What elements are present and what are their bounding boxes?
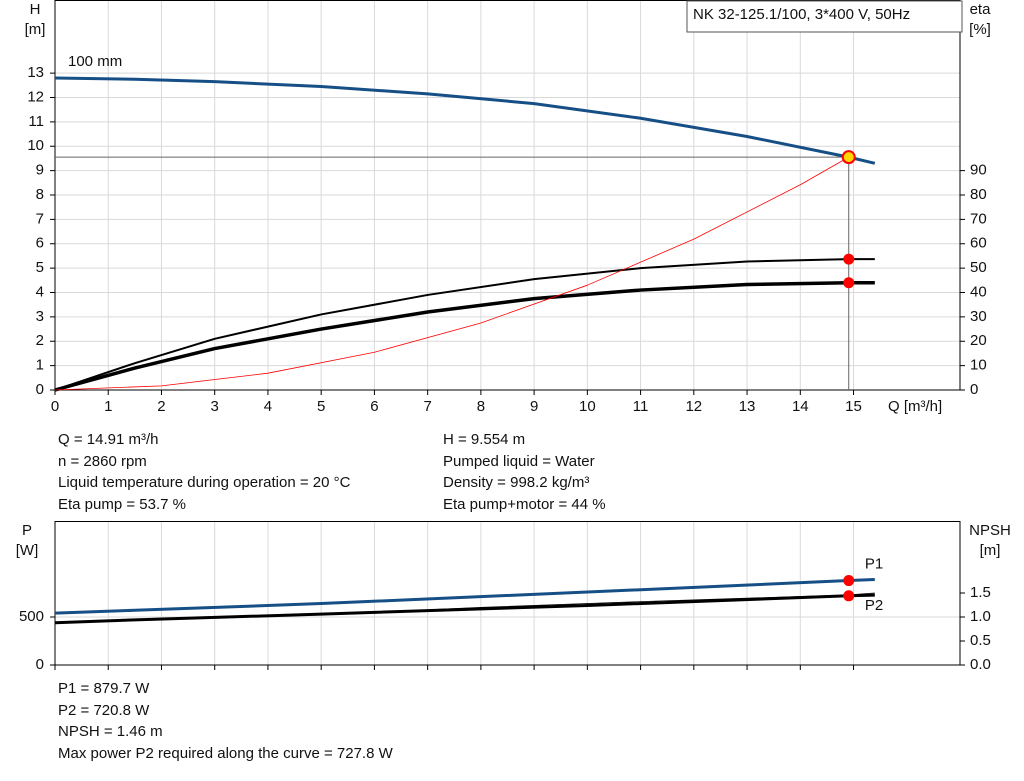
info-line: Pumped liquid = Water: [443, 452, 595, 470]
series-label: P1: [865, 556, 883, 573]
x-tick-label: 11: [633, 398, 649, 415]
y-tick-label: 10: [27, 137, 44, 154]
x-tick-label: 1: [104, 398, 112, 415]
info-line: NPSH = 1.46 m: [58, 723, 163, 740]
y-tick-label: 13: [27, 64, 44, 81]
info-line: Eta pump = 53.7 %: [58, 495, 186, 513]
y2-tick-label: 30: [970, 308, 987, 325]
y2-tick-label: 70: [970, 210, 987, 227]
info-line: Max power P2 required along the curve = …: [58, 744, 393, 762]
y-tick-label: 12: [27, 88, 44, 105]
y2-tick-label: 90: [970, 162, 987, 179]
plot-frame: [54, 0, 961, 391]
y-axis-unit: [m]: [25, 21, 46, 38]
y2-tick-label: 60: [970, 235, 987, 252]
x-tick-label: 4: [264, 398, 272, 415]
info-power: P1 = 879.7 W P2 = 720.8 W NPSH = 1.46 m Max…: [58, 678, 393, 764]
x-axis-label: Q [m³/h]: [888, 398, 942, 415]
x-tick-label: 10: [579, 398, 596, 415]
y-tick-label: 6: [36, 235, 44, 252]
info-line: P2 = 720.8 W: [58, 701, 150, 719]
x-tick-label: 0: [51, 398, 59, 415]
y-tick-label: 0: [36, 381, 44, 398]
legend-title: NK 32-125.1/100, 3*400 V, 50Hz: [693, 6, 910, 23]
y2-axis-label: eta: [970, 1, 992, 18]
info-line: Eta pump+motor = 44 %: [443, 495, 606, 513]
marker: [843, 253, 855, 265]
y2-tick-label: 20: [970, 332, 987, 349]
y2-tick-label: 0.0: [970, 656, 991, 673]
info-line: Liquid temperature during operation = 20…: [58, 474, 351, 491]
x-tick-label: 6: [370, 398, 378, 415]
y-tick-label: 8: [36, 186, 44, 203]
marker: [843, 575, 855, 587]
x-tick-label: 9: [530, 398, 538, 415]
series-label: P2: [865, 597, 883, 614]
marker: [843, 590, 855, 602]
x-tick-label: 13: [739, 398, 756, 415]
plot-frame: [54, 521, 961, 666]
series-line: [54, 281, 875, 392]
y2-axis-unit: [m]: [980, 542, 1001, 559]
y2-tick-label: 40: [970, 283, 987, 300]
y-tick-label: 2: [36, 332, 44, 349]
y-tick-label: 1: [36, 357, 44, 374]
y-tick-label: 500: [19, 608, 44, 625]
info-line: Density = 998.2 kg/m³: [443, 474, 590, 491]
y-axis-label: H: [30, 1, 41, 18]
y2-tick-label: 50: [970, 259, 987, 276]
x-tick-label: 15: [845, 398, 862, 415]
y2-axis-label: NPSH: [969, 522, 1011, 539]
y-tick-label: 0: [36, 656, 44, 673]
y-axis-unit: [W]: [16, 542, 39, 559]
info-line: n = 2860 rpm: [58, 452, 147, 470]
y2-axis-unit: [%]: [969, 21, 991, 38]
annotation: 100 mm: [68, 53, 122, 70]
x-tick-label: 3: [211, 398, 219, 415]
info-left: Q = 14.91 m³/h n = 2860 rpm Liquid tempera…: [58, 429, 350, 515]
y-tick-label: 7: [36, 210, 44, 227]
y-tick-label: 4: [36, 283, 44, 300]
marker: [843, 277, 855, 289]
y-tick-label: 3: [36, 308, 44, 325]
info-line: H = 9.554 m: [443, 431, 526, 448]
y2-tick-label: 10: [970, 357, 987, 374]
y-tick-label: 11: [28, 113, 44, 130]
y2-tick-label: 0: [970, 381, 978, 398]
y2-tick-label: 1.0: [970, 608, 991, 625]
info-line: P1 = 879.7 W: [58, 680, 150, 697]
legend-box: [686, 0, 963, 33]
y-tick-label: 9: [36, 162, 44, 179]
x-tick-label: 14: [792, 398, 809, 415]
y2-tick-label: 80: [970, 186, 987, 203]
series-line: [54, 258, 875, 391]
y-axis-label: P: [22, 522, 32, 539]
series-line: [54, 76, 876, 165]
x-tick-label: 8: [477, 398, 485, 415]
info-right: H = 9.554 m Pumped liquid = Water Density …: [443, 429, 606, 515]
series-line: [54, 156, 849, 391]
x-tick-label: 12: [685, 398, 702, 415]
x-tick-label: 5: [317, 398, 325, 415]
x-tick-label: 7: [423, 398, 431, 415]
y2-tick-label: 1.5: [970, 584, 991, 601]
y2-tick-label: 0.5: [970, 632, 991, 649]
y-tick-label: 5: [36, 259, 44, 276]
x-tick-label: 2: [157, 398, 165, 415]
marker: [841, 150, 856, 165]
info-line: Q = 14.91 m³/h: [58, 431, 159, 448]
